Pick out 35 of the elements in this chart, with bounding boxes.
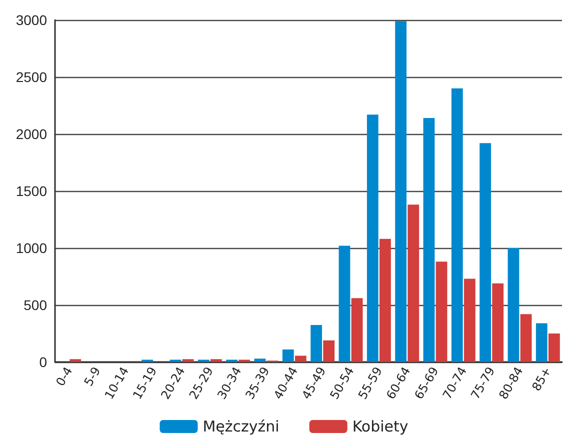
bar bbox=[548, 334, 560, 362]
legend-label: Mężczyźni bbox=[202, 418, 280, 436]
bar bbox=[395, 21, 407, 362]
bar bbox=[366, 114, 378, 362]
bar bbox=[408, 204, 420, 362]
y-tick-label: 2500 bbox=[16, 69, 48, 85]
bar bbox=[423, 118, 435, 362]
y-tick-label: 1500 bbox=[16, 183, 48, 199]
bar bbox=[492, 283, 504, 362]
bar bbox=[338, 246, 350, 362]
bar bbox=[379, 238, 391, 362]
bar bbox=[210, 359, 222, 362]
x-tick-label: 0-4 bbox=[53, 364, 76, 388]
bar bbox=[480, 143, 492, 362]
y-tick-label: 3000 bbox=[16, 12, 48, 28]
y-tick-label: 2000 bbox=[16, 126, 48, 142]
y-tick-label: 0 bbox=[39, 354, 48, 370]
y-tick-label: 1000 bbox=[16, 240, 48, 256]
bar bbox=[282, 349, 294, 362]
y-tick-label: 500 bbox=[24, 297, 48, 313]
bar bbox=[70, 359, 82, 362]
bar bbox=[436, 262, 448, 362]
bar bbox=[451, 88, 463, 362]
bar bbox=[520, 314, 532, 362]
legend-label: Kobiety bbox=[352, 418, 408, 436]
bar bbox=[310, 324, 322, 362]
bar bbox=[254, 358, 266, 362]
bar bbox=[536, 323, 548, 362]
bar bbox=[508, 248, 520, 362]
bar bbox=[182, 359, 194, 362]
bar bbox=[351, 298, 363, 362]
x-tick-label: 5-9 bbox=[81, 364, 104, 388]
bar bbox=[323, 340, 335, 362]
bar bbox=[464, 278, 476, 362]
bar bbox=[294, 356, 306, 362]
